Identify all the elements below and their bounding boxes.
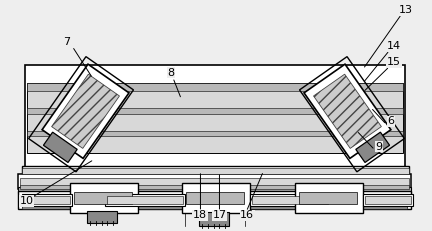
Bar bbox=[363, 194, 413, 206]
Text: 7: 7 bbox=[64, 36, 70, 47]
Bar bbox=[20, 185, 409, 189]
Bar bbox=[22, 195, 407, 207]
Text: 14: 14 bbox=[387, 41, 401, 51]
Bar bbox=[314, 74, 381, 148]
Bar bbox=[299, 192, 357, 204]
Text: 13: 13 bbox=[399, 5, 413, 15]
Bar bbox=[27, 131, 403, 136]
Bar bbox=[25, 65, 405, 173]
Bar bbox=[22, 168, 409, 174]
Bar bbox=[22, 205, 407, 209]
Bar bbox=[22, 166, 409, 176]
Text: 15: 15 bbox=[387, 57, 401, 67]
Text: 10: 10 bbox=[20, 196, 34, 206]
Bar bbox=[186, 192, 244, 204]
Bar bbox=[18, 174, 411, 189]
Bar bbox=[199, 212, 229, 226]
Bar bbox=[304, 64, 391, 158]
Bar bbox=[356, 132, 390, 162]
Bar bbox=[87, 211, 117, 223]
Bar bbox=[29, 57, 133, 172]
Bar bbox=[182, 183, 250, 213]
Bar bbox=[24, 196, 70, 204]
Bar bbox=[52, 74, 120, 148]
Bar bbox=[105, 194, 185, 206]
Text: 8: 8 bbox=[167, 68, 174, 78]
Bar bbox=[70, 183, 138, 213]
Bar bbox=[20, 178, 409, 187]
Bar bbox=[42, 64, 129, 158]
Text: 6: 6 bbox=[388, 116, 394, 126]
Bar bbox=[27, 83, 403, 153]
Text: 17: 17 bbox=[213, 210, 226, 220]
Bar bbox=[252, 196, 328, 204]
Bar bbox=[250, 194, 330, 206]
Bar bbox=[295, 183, 363, 213]
Bar bbox=[44, 132, 77, 162]
Text: 16: 16 bbox=[240, 210, 254, 220]
Bar bbox=[74, 192, 132, 204]
Bar bbox=[18, 187, 411, 193]
Text: 18: 18 bbox=[193, 210, 207, 220]
Bar bbox=[18, 191, 411, 209]
Bar bbox=[27, 108, 403, 114]
Text: 9: 9 bbox=[376, 142, 383, 152]
Bar bbox=[365, 196, 411, 204]
Bar bbox=[299, 57, 404, 172]
Bar bbox=[22, 194, 72, 206]
Bar bbox=[27, 83, 403, 91]
Bar bbox=[107, 196, 183, 204]
